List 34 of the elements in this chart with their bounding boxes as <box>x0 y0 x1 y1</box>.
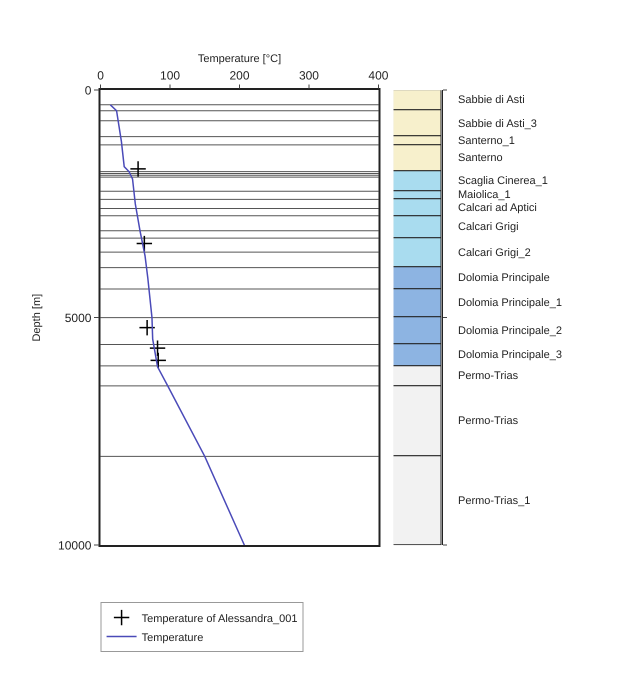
series-label: Scaglia Cinerea_1 <box>458 175 548 187</box>
point <box>149 340 166 357</box>
legend-label: Temperature of Alessandra_001 <box>142 612 298 625</box>
series-label: Calcari Grigi_2 <box>458 247 531 259</box>
legend-label: Temperature <box>142 632 204 644</box>
point <box>136 235 153 252</box>
x-tick-label: 300 <box>298 68 320 83</box>
x-tick-label: 100 <box>160 68 180 83</box>
series-label: Sabbie di Asti_3 <box>458 118 537 130</box>
point <box>130 160 147 178</box>
series-label: Permo-Trias <box>458 415 519 427</box>
series-label: Permo-Trias_1 <box>458 495 530 507</box>
y-tick-label: 10000 <box>58 538 92 552</box>
x-axis-title: Temperature [°C] <box>198 52 282 65</box>
series-label: Sabbie di Asti <box>458 94 525 106</box>
point <box>138 319 156 336</box>
series-label: Dolomia Principale_3 <box>458 349 562 361</box>
x-tick-label: 0 <box>97 68 104 83</box>
series-label: Dolomia Principale <box>458 272 550 284</box>
x-tick-label: 200 <box>229 68 250 83</box>
y-tick-label: 5000 <box>64 310 92 325</box>
series-label: Permo-Trias <box>458 370 519 382</box>
y-tick-label: 0 <box>84 83 92 98</box>
series-label: Santerno_1 <box>458 135 515 147</box>
line-series <box>110 104 246 546</box>
x-tick-label: 400 <box>368 68 389 83</box>
y-axis-title: Depth [m] <box>31 294 44 342</box>
series-label: Calcari Grigi <box>458 221 519 233</box>
series-label: Santerno <box>458 152 503 164</box>
series-label: Calcari ad Aptici <box>458 202 537 214</box>
series-label: Dolomia Principale_2 <box>458 325 562 337</box>
series-label: Dolomia Principale_1 <box>458 297 562 309</box>
point <box>150 352 167 369</box>
series-label: Maiolica_1 <box>458 189 511 201</box>
